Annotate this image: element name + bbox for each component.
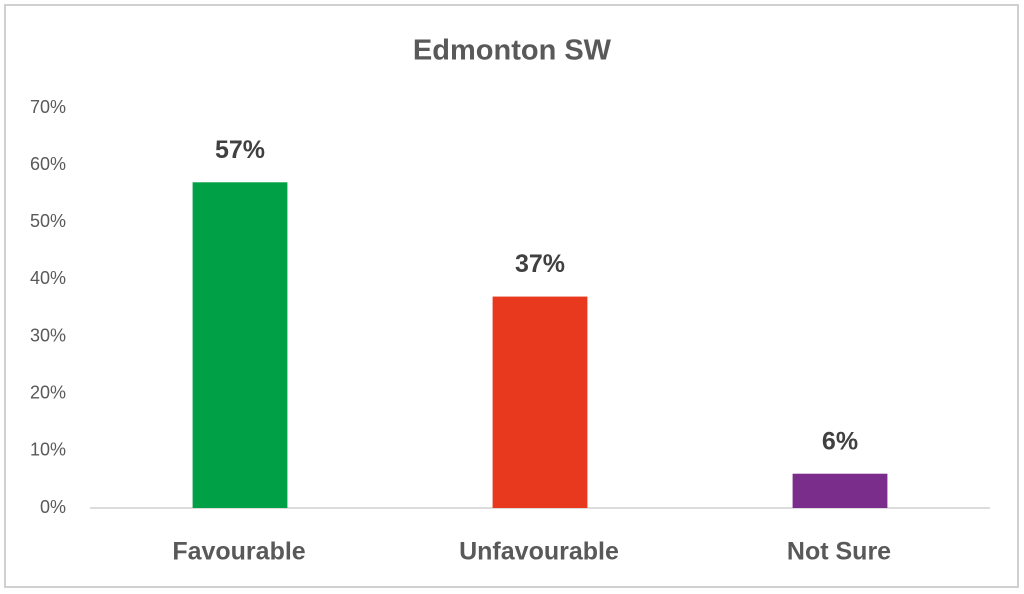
y-tick-label: 40% bbox=[30, 268, 66, 288]
value-label: 57% bbox=[215, 136, 265, 164]
value-label: 37% bbox=[515, 250, 565, 278]
bar bbox=[792, 473, 888, 508]
y-tick-label: 0% bbox=[40, 497, 66, 517]
y-tick-label: 20% bbox=[30, 382, 66, 402]
value-label: 6% bbox=[822, 427, 858, 455]
y-tick-label: 60% bbox=[30, 154, 66, 174]
x-tick-label: Not Sure bbox=[787, 538, 891, 566]
bar bbox=[192, 182, 288, 509]
x-tick-label: Favourable bbox=[172, 538, 305, 566]
bar bbox=[492, 296, 588, 508]
y-tick-label: 30% bbox=[30, 325, 66, 345]
y-tick-label: 70% bbox=[30, 97, 66, 117]
y-tick-label: 50% bbox=[30, 211, 66, 231]
y-tick-label: 10% bbox=[30, 440, 66, 460]
x-tick-label: Unfavourable bbox=[459, 538, 619, 566]
chart-title: Edmonton SW bbox=[413, 35, 612, 67]
